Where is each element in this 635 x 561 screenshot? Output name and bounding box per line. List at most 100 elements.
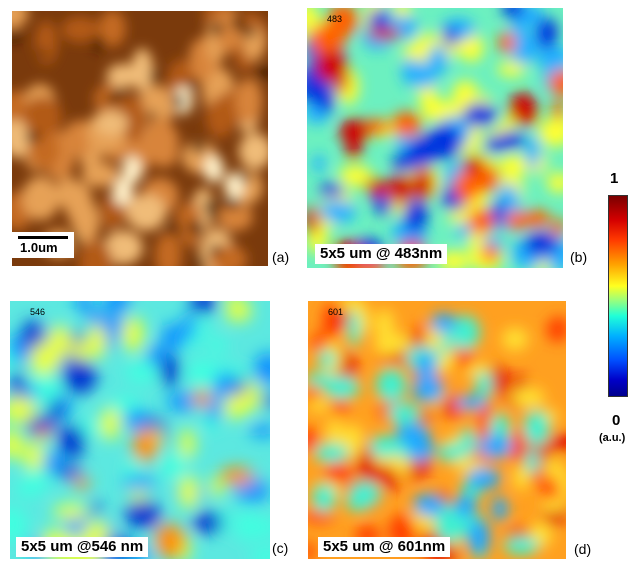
map-blob xyxy=(308,508,335,523)
map-blob xyxy=(312,154,325,173)
map-blob xyxy=(412,376,445,403)
grain-highlight xyxy=(112,177,133,206)
map-blob xyxy=(166,392,199,412)
grain-highlight xyxy=(203,154,224,183)
map-blob xyxy=(540,498,566,513)
map-blob xyxy=(345,138,362,160)
colorbar-min-label: 0 xyxy=(612,412,621,429)
map-blob xyxy=(235,510,259,542)
map-blob xyxy=(417,32,433,46)
map-blob xyxy=(455,395,489,410)
grain-gap xyxy=(240,27,257,37)
wavelength-tag-b: 483 xyxy=(327,14,343,24)
map-blob xyxy=(391,152,426,170)
colorbar-unit-label: (a.u.) xyxy=(599,432,626,444)
map-blob xyxy=(160,454,187,478)
grain-gap xyxy=(150,69,159,84)
map-blob xyxy=(327,8,359,38)
map-blob xyxy=(122,316,145,353)
map-blob xyxy=(243,381,261,412)
grain-gap xyxy=(12,28,22,43)
map-blob xyxy=(10,429,24,460)
map-blob xyxy=(261,393,270,408)
map-blob xyxy=(407,436,435,462)
grain-gap xyxy=(39,48,48,58)
map-blob xyxy=(429,47,442,61)
map-blob xyxy=(551,218,563,238)
grain-gap xyxy=(165,225,182,234)
caption-d: 5x5 um @ 601nm xyxy=(318,537,451,557)
grain xyxy=(217,203,253,231)
map-blob xyxy=(325,455,350,490)
caption-b: 5x5 um @ 483nm xyxy=(315,244,448,264)
map-blob xyxy=(458,316,473,352)
scale-bar: 1.0um xyxy=(12,232,74,258)
map-blob xyxy=(511,387,546,408)
map-blob xyxy=(493,201,506,218)
map-blob xyxy=(130,489,147,503)
map-blob xyxy=(254,352,270,386)
map-blob xyxy=(467,519,491,555)
map-blob xyxy=(548,69,563,97)
grain xyxy=(131,48,154,92)
map-blob xyxy=(311,483,336,513)
grain-gap xyxy=(232,15,244,31)
grain xyxy=(138,85,176,125)
map-blob xyxy=(36,427,50,441)
map-blob xyxy=(317,350,336,368)
spectral-map-546nm: 546 5x5 um @546 nm xyxy=(10,301,270,559)
map-blob xyxy=(349,481,381,508)
map-blob xyxy=(223,393,248,420)
map-blob xyxy=(132,429,159,463)
map-blob xyxy=(413,493,445,517)
grain xyxy=(238,133,268,170)
map-blob xyxy=(523,410,550,446)
map-blob xyxy=(459,32,484,63)
map-blob xyxy=(86,324,107,360)
map-blob xyxy=(495,130,525,150)
map-blob xyxy=(307,206,320,235)
grain-gap xyxy=(188,79,202,88)
panel-label-d: (d) xyxy=(574,541,592,557)
map-blob xyxy=(46,325,72,357)
map-blob xyxy=(545,434,566,451)
map-blob xyxy=(308,427,319,453)
map-blob xyxy=(416,351,436,385)
map-blob xyxy=(374,333,400,357)
map-blob xyxy=(186,359,222,387)
grain-gap xyxy=(195,256,206,266)
grain xyxy=(235,78,263,124)
map-blob xyxy=(437,443,464,462)
map-blob xyxy=(319,183,345,198)
spectral-map-graphic-d xyxy=(308,301,566,559)
grain-highlight xyxy=(121,156,142,185)
map-blob xyxy=(308,372,335,387)
map-blob xyxy=(57,425,86,458)
map-blob xyxy=(414,62,437,90)
map-blob xyxy=(249,424,270,438)
map-blob xyxy=(15,480,40,498)
grain-gap xyxy=(203,200,219,211)
map-blob xyxy=(467,208,495,235)
grain-gap xyxy=(226,198,241,210)
grain-gap xyxy=(92,36,105,52)
map-blob xyxy=(367,27,402,40)
map-blob xyxy=(475,371,493,398)
map-blob xyxy=(189,301,218,314)
map-blob xyxy=(440,507,459,537)
map-blob xyxy=(315,81,336,113)
map-blob xyxy=(235,301,252,322)
map-blob xyxy=(11,371,25,401)
panel-label-a: (a) xyxy=(272,249,290,265)
map-blob xyxy=(308,398,330,412)
grain-gap xyxy=(208,244,222,255)
grain xyxy=(155,232,182,266)
map-blob xyxy=(363,118,389,135)
grain-highlight xyxy=(224,172,245,201)
map-blob xyxy=(322,303,342,338)
map-blob xyxy=(192,511,224,534)
map-blob xyxy=(456,222,472,238)
spectral-map-601nm: 601 5x5 um @ 601nm xyxy=(308,301,566,559)
map-blob xyxy=(62,360,97,394)
spectral-map-graphic-b xyxy=(307,8,563,268)
